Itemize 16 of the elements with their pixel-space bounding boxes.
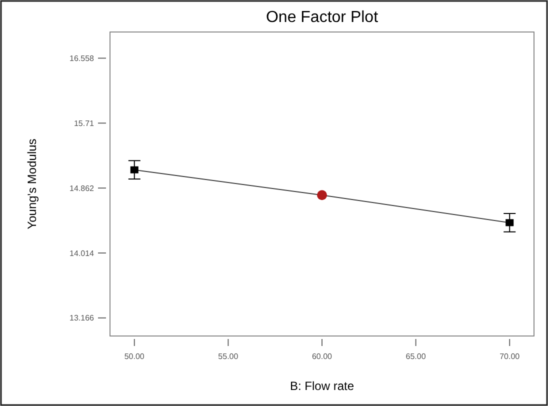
x-tick-label: 55.00: [218, 352, 239, 361]
y-tick-label: 15.71: [74, 118, 95, 128]
point: [506, 219, 514, 226]
point: [317, 190, 327, 200]
x-tick-label: 65.00: [406, 352, 426, 361]
x-axis-title: B: Flow rate: [290, 379, 354, 393]
y-tick-label: 13.166: [70, 314, 95, 323]
x-tick-label: 60.00: [312, 352, 333, 361]
y-tick-label: 14.014: [70, 248, 95, 258]
chart-title: One Factor Plot: [266, 9, 379, 26]
x-tick-label: 50.00: [124, 352, 145, 361]
point: [130, 166, 138, 174]
y-tick-label: 14.862: [70, 184, 95, 193]
x-tick-label: 70.00: [500, 352, 520, 361]
y-tick-label: 16.558: [70, 54, 95, 63]
y-axis-title: Young's Modulus: [25, 138, 39, 230]
